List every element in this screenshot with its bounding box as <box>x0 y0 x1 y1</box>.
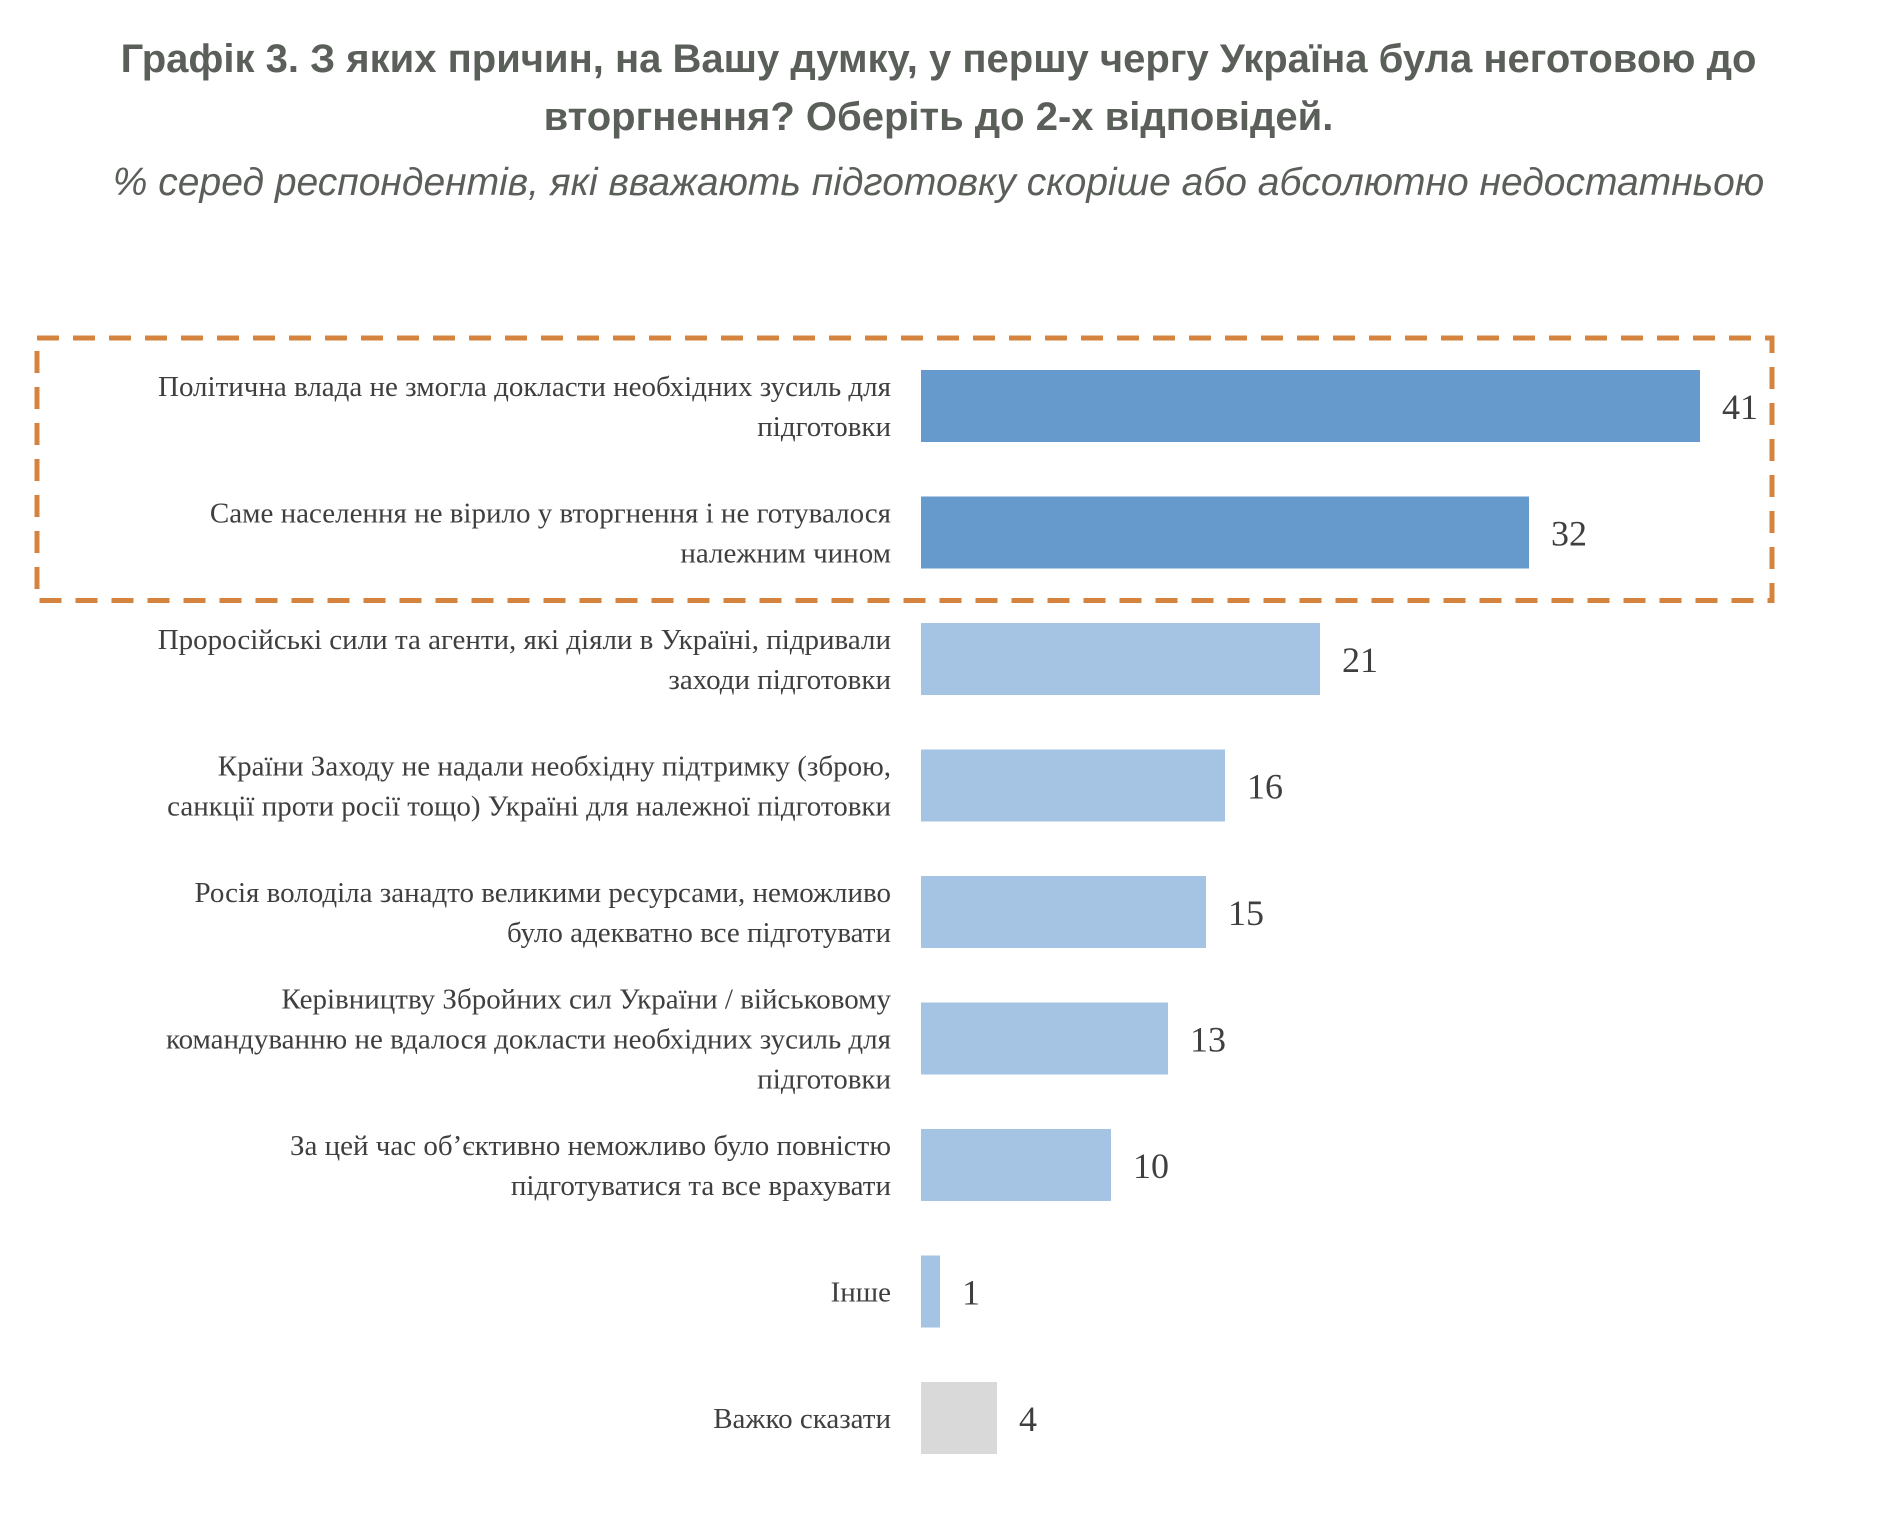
category-label-9: Важко сказати <box>713 1403 891 1435</box>
bar-9 <box>921 1382 997 1454</box>
value-label-3: 21 <box>1342 640 1378 680</box>
category-label-8: Інше <box>831 1277 891 1309</box>
bar-7 <box>921 1129 1111 1201</box>
value-label-8: 1 <box>962 1273 980 1313</box>
value-label-2: 32 <box>1551 514 1587 554</box>
category-label-5: Росія володіла занадто великими ресурсам… <box>194 877 891 949</box>
bar-3 <box>921 623 1320 695</box>
bar-2 <box>921 496 1529 569</box>
value-label-4: 16 <box>1247 767 1283 807</box>
category-label-7: За цей час об’єктивно неможливо було пов… <box>290 1130 891 1202</box>
category-label-6: Керівництву Збройних сил України / війсь… <box>166 984 892 1096</box>
chart-subtitle: % серед респондентів, які вважають підго… <box>112 161 1765 204</box>
value-label-1: 41 <box>1722 387 1758 427</box>
bar-1 <box>921 370 1700 442</box>
category-label-3: Проросійські сили та агенти, які діяли в… <box>158 624 891 696</box>
value-label-5: 15 <box>1228 893 1264 933</box>
value-label-9: 4 <box>1019 1399 1037 1439</box>
bar-6 <box>921 1002 1168 1075</box>
category-label-4: Країни Заходу не надали необхідну підтри… <box>167 751 891 823</box>
bar-4 <box>921 749 1225 822</box>
value-label-6: 13 <box>1190 1020 1226 1060</box>
chart-title: Графік 3. З яких причин, на Вашу думку, … <box>120 37 1757 139</box>
bar-8 <box>921 1255 940 1328</box>
category-label-1: Політична влада не змогла докласти необх… <box>158 371 891 443</box>
highlight-box <box>34 335 1775 603</box>
value-label-7: 10 <box>1133 1146 1169 1186</box>
category-label-2: Саме населення не вірило у вторгнення і … <box>210 498 891 570</box>
bar-5 <box>921 876 1206 948</box>
